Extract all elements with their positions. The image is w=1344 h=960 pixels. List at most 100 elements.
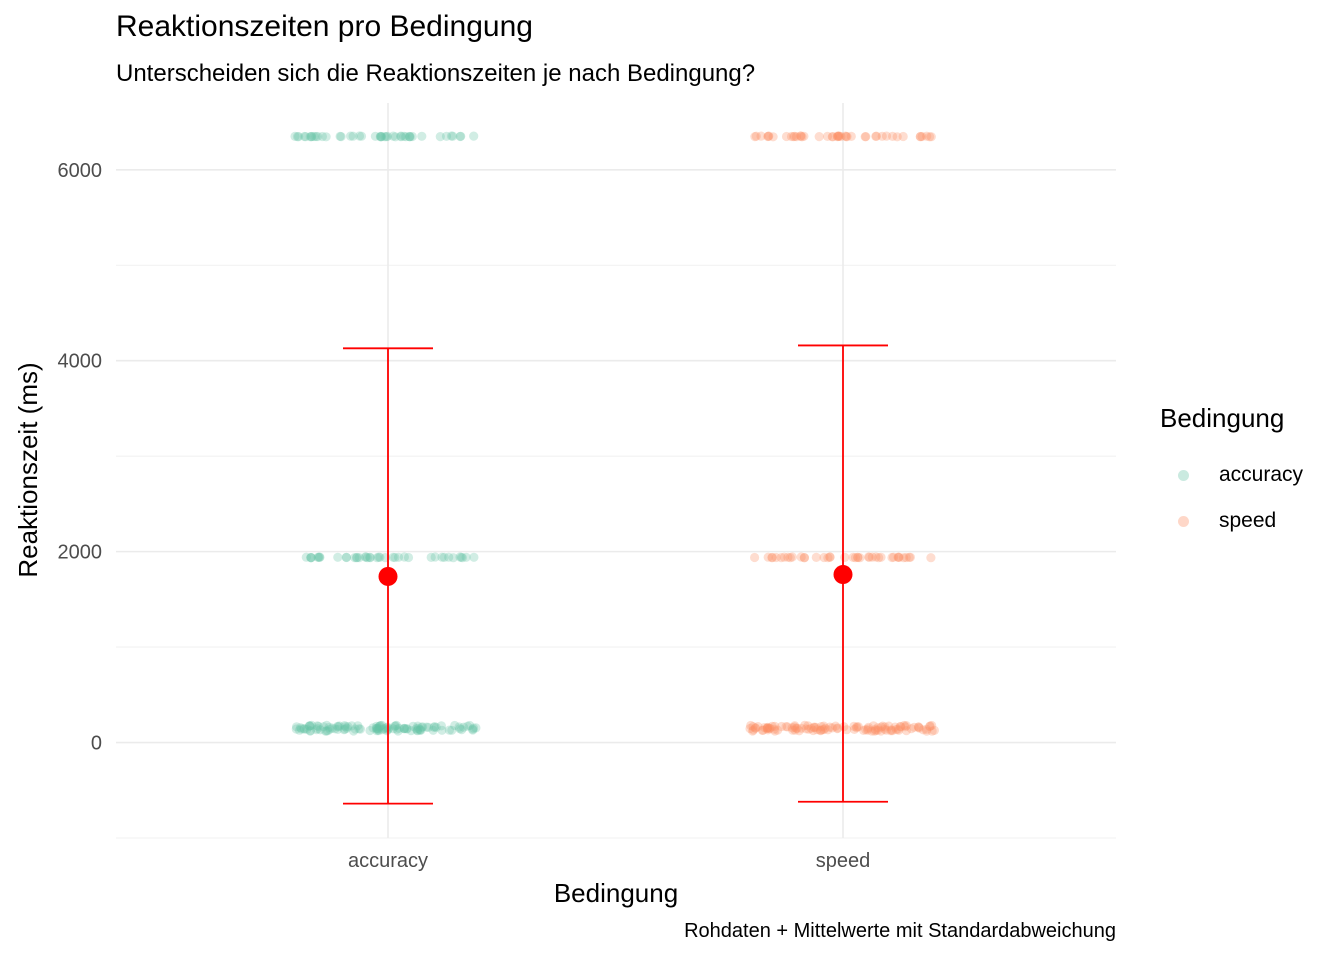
y-tick-label: 2000 bbox=[58, 542, 103, 564]
data-point-accuracy bbox=[403, 552, 414, 563]
data-point-accuracy bbox=[405, 132, 415, 142]
data-point-accuracy bbox=[465, 720, 475, 731]
data-point-accuracy bbox=[372, 724, 382, 734]
data-point-speed bbox=[748, 722, 758, 732]
data-point-speed bbox=[889, 552, 899, 562]
data-point-accuracy bbox=[305, 721, 315, 731]
data-point-speed bbox=[888, 131, 898, 141]
data-point-speed bbox=[808, 725, 818, 736]
data-point-accuracy bbox=[355, 724, 365, 734]
data-point-accuracy bbox=[413, 723, 423, 733]
data-point-accuracy bbox=[306, 553, 316, 563]
data-point-speed bbox=[925, 721, 935, 732]
data-point-speed bbox=[815, 725, 826, 735]
x-axis-title: Bedingung bbox=[554, 878, 678, 908]
data-point-accuracy bbox=[365, 553, 375, 563]
data-point-speed bbox=[853, 722, 864, 732]
data-point-speed bbox=[809, 722, 819, 732]
data-point-accuracy bbox=[435, 132, 445, 142]
data-point-accuracy bbox=[394, 723, 404, 733]
data-point-accuracy bbox=[439, 552, 449, 563]
data-point-accuracy bbox=[324, 722, 334, 732]
data-point-accuracy bbox=[441, 131, 452, 141]
data-point-speed bbox=[776, 553, 786, 563]
data-point-accuracy bbox=[322, 720, 332, 731]
data-point-speed bbox=[886, 725, 897, 735]
data-point-accuracy bbox=[350, 553, 360, 563]
data-point-speed bbox=[823, 725, 833, 735]
data-point-accuracy bbox=[342, 723, 352, 733]
data-point-accuracy bbox=[399, 723, 409, 734]
data-point-accuracy bbox=[390, 721, 400, 731]
data-point-accuracy bbox=[431, 722, 441, 733]
data-point-accuracy bbox=[333, 724, 343, 735]
data-point-speed bbox=[901, 721, 911, 731]
data-point-speed bbox=[822, 131, 833, 141]
data-point-speed bbox=[869, 726, 880, 736]
data-point-accuracy bbox=[407, 131, 417, 142]
data-point-speed bbox=[748, 726, 758, 736]
data-point-accuracy bbox=[352, 552, 362, 563]
data-point-speed bbox=[764, 723, 774, 734]
data-point-accuracy bbox=[412, 726, 422, 736]
data-point-accuracy bbox=[305, 726, 315, 736]
data-point-accuracy bbox=[313, 131, 323, 142]
x-axis-ticks: accuracy speed bbox=[348, 850, 870, 872]
data-point-accuracy bbox=[468, 723, 479, 733]
data-point-speed bbox=[764, 131, 774, 141]
data-point-accuracy bbox=[323, 726, 333, 736]
legend-key-speed bbox=[1178, 515, 1189, 527]
data-point-accuracy bbox=[456, 552, 466, 562]
data-point-speed bbox=[820, 723, 830, 733]
data-point-accuracy bbox=[430, 552, 440, 562]
data-point-accuracy bbox=[390, 721, 400, 731]
data-point-speed bbox=[915, 132, 925, 142]
data-point-accuracy bbox=[396, 132, 406, 142]
data-point-accuracy bbox=[382, 131, 392, 141]
data-point-speed bbox=[863, 724, 873, 734]
data-point-accuracy bbox=[402, 724, 412, 734]
data-point-accuracy bbox=[305, 132, 315, 142]
legend: Bedingung accuracy speed bbox=[1160, 403, 1303, 544]
data-point-accuracy bbox=[379, 724, 389, 734]
data-point-accuracy bbox=[327, 723, 337, 733]
data-point-accuracy bbox=[418, 722, 428, 732]
data-point-accuracy bbox=[444, 725, 454, 735]
data-point-accuracy bbox=[376, 131, 386, 141]
data-point-speed bbox=[925, 132, 935, 142]
x-tick-label-speed: speed bbox=[816, 850, 871, 872]
data-point-speed bbox=[825, 722, 835, 732]
data-point-speed bbox=[922, 726, 932, 736]
data-point-accuracy bbox=[348, 131, 358, 141]
data-point-accuracy bbox=[311, 725, 322, 735]
data-point-speed bbox=[884, 721, 894, 731]
data-point-accuracy bbox=[300, 724, 310, 734]
data-point-speed bbox=[763, 552, 773, 562]
data-point-accuracy bbox=[301, 132, 311, 142]
data-point-speed bbox=[877, 131, 887, 141]
data-point-speed bbox=[770, 721, 780, 732]
data-point-accuracy bbox=[306, 553, 316, 563]
data-point-speed bbox=[792, 723, 802, 734]
data-point-accuracy bbox=[302, 724, 312, 734]
data-point-speed bbox=[926, 132, 936, 142]
data-point-accuracy bbox=[374, 726, 384, 736]
data-point-speed bbox=[840, 131, 851, 141]
data-point-speed bbox=[846, 131, 856, 141]
data-point-speed bbox=[790, 131, 800, 141]
data-point-speed bbox=[828, 132, 838, 142]
chart-subtitle: Unterscheiden sich die Reaktionszeiten j… bbox=[116, 60, 756, 87]
data-point-speed bbox=[833, 131, 844, 141]
data-point-speed bbox=[860, 132, 870, 142]
data-point-accuracy bbox=[421, 722, 432, 732]
data-point-speed bbox=[874, 553, 884, 563]
data-point-accuracy bbox=[343, 722, 353, 732]
data-point-speed bbox=[745, 723, 755, 734]
data-point-accuracy bbox=[404, 132, 415, 142]
data-point-speed bbox=[767, 721, 777, 731]
chart-title: Reaktionszeiten pro Bedingung bbox=[116, 10, 533, 43]
data-point-speed bbox=[767, 552, 777, 563]
data-point-speed bbox=[762, 723, 772, 734]
data-point-speed bbox=[771, 552, 781, 563]
data-point-speed bbox=[817, 725, 827, 735]
